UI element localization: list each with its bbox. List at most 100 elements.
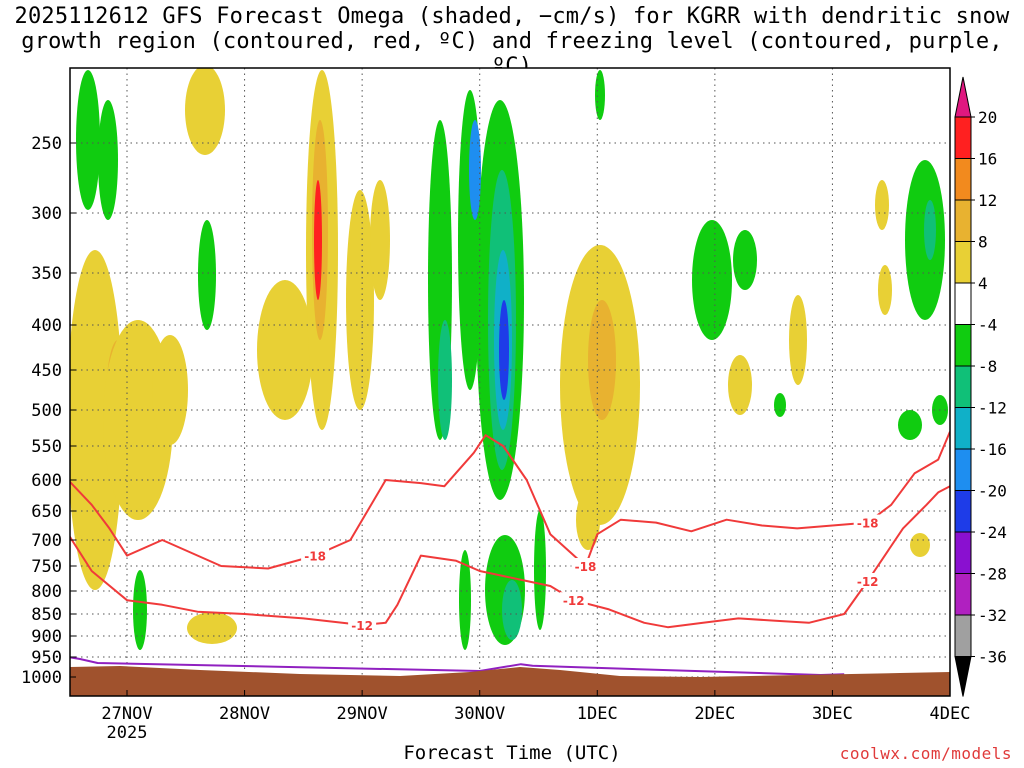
colorbar-label: 20	[978, 108, 997, 127]
plot-frame	[69, 67, 951, 697]
colorbar-swatch	[954, 448, 972, 491]
omega-blob	[198, 220, 216, 330]
omega-blob	[774, 393, 786, 417]
omega-blob	[133, 570, 147, 650]
x-tick-label: 1DEC	[577, 704, 618, 724]
colorbar-label: 8	[978, 233, 988, 252]
x-tick-label: 4DEC	[930, 704, 971, 724]
omega-blob	[898, 410, 922, 440]
chart-title-line1: 2025112612 GFS Forecast Omega (shaded, −…	[14, 4, 1010, 29]
contour-label: -18	[857, 517, 879, 531]
colorbar-swatch	[954, 158, 972, 201]
contour-dgz-12	[70, 485, 950, 629]
omega-blob	[576, 490, 600, 550]
colorbar-label: -24	[978, 523, 1007, 542]
y-tick-label: 500	[31, 401, 62, 421]
omega-blob	[185, 68, 225, 155]
colorbar-swatch	[954, 490, 972, 533]
omega-blob	[875, 180, 889, 230]
contour-label-bg	[571, 558, 600, 573]
contour-label-bg	[853, 573, 882, 588]
x-year-label: 2025	[107, 723, 148, 743]
omega-blob	[588, 300, 616, 420]
contour-label-bg	[853, 514, 882, 530]
omega-blob	[924, 200, 936, 260]
y-tick-label: 850	[31, 605, 62, 625]
omega-shading-layer	[70, 68, 948, 650]
omega-blob	[789, 295, 807, 385]
colorbar-bottom-arrow	[954, 656, 972, 697]
colorbar-label: 4	[978, 274, 988, 293]
colorbar-swatch	[954, 241, 972, 284]
terrain-surface	[70, 666, 950, 696]
contour-label: -18	[575, 560, 597, 574]
colorbar-label: -32	[978, 606, 1007, 625]
omega-blob	[187, 612, 237, 644]
colorbar-top-arrow	[954, 76, 972, 118]
omega-blob	[70, 250, 123, 590]
contour-label-bg	[301, 547, 330, 563]
y-tick-label: 700	[31, 531, 62, 551]
colorbar-label: -28	[978, 565, 1007, 584]
y-tick-label: 400	[31, 316, 62, 336]
colorbar-swatch	[954, 573, 972, 616]
omega-blob	[314, 180, 322, 300]
x-tick-label: 29NOV	[337, 704, 388, 724]
contour-label: -12	[563, 594, 585, 608]
colorbar-label: -8	[978, 357, 997, 376]
colorbar-label: 12	[978, 191, 997, 210]
omega-blob	[878, 265, 892, 315]
colorbar-label: -20	[978, 482, 1007, 501]
y-tick-label: 250	[31, 134, 62, 154]
contour-label: -12	[857, 575, 879, 589]
colorbar-swatch	[954, 324, 972, 367]
omega-blob	[733, 230, 757, 290]
omega-blob	[459, 550, 471, 650]
colorbar-swatch	[954, 116, 972, 159]
x-tick-label: 30NOV	[454, 704, 505, 724]
y-tick-label: 1000	[21, 668, 62, 688]
omega-blob	[370, 180, 390, 300]
contour-layer: -18 -18 -18 -12 -12 -12	[70, 431, 950, 676]
y-tick-label: 300	[31, 204, 62, 224]
omega-blob	[469, 120, 481, 220]
contour-dgz-18	[70, 431, 950, 570]
colorbar-swatch	[954, 614, 972, 657]
contour-label: -18	[304, 550, 326, 564]
omega-blob	[257, 280, 313, 420]
omega-blob	[534, 510, 546, 630]
contour-label-bg	[348, 617, 377, 632]
omega-blob	[499, 300, 509, 400]
contour-freezing-0	[70, 656, 845, 676]
colorbar-swatch	[954, 199, 972, 242]
y-tick-label: 650	[31, 502, 62, 522]
y-tick-label: 450	[31, 361, 62, 381]
x-tick-label: 27NOV	[101, 704, 152, 724]
x-tick-label: 2DEC	[694, 704, 735, 724]
y-tick-label: 950	[31, 648, 62, 668]
omega-blob	[692, 220, 732, 340]
colorbar-label: -12	[978, 399, 1007, 418]
omega-blob	[152, 335, 188, 445]
colorbar-label: -4	[978, 316, 997, 335]
y-tick-label: 350	[31, 264, 62, 284]
x-axis: 27NOV 28NOV 29NOV 30NOV 1DEC 2DEC 3DEC 4DEC 2025	[101, 690, 970, 743]
colorbar-swatch	[954, 365, 972, 408]
omega-blob	[98, 100, 118, 220]
colorbar-label: -16	[978, 440, 1007, 459]
contour-label-bg	[559, 592, 588, 608]
credit-link[interactable]: coolwx.com/models	[839, 744, 1012, 763]
omega-blob	[438, 320, 452, 440]
y-tick-label: 900	[31, 627, 62, 647]
omega-blob	[502, 580, 522, 640]
omega-blob	[728, 355, 752, 415]
colorbar-label: 16	[978, 150, 997, 169]
contour-label: -12	[351, 619, 373, 633]
y-tick-label: 550	[31, 437, 62, 457]
omega-blob	[910, 533, 930, 557]
y-tick-label: 750	[31, 557, 62, 577]
y-axis: 2503003504004505005506006507007508008509…	[21, 134, 76, 688]
x-tick-label: 3DEC	[812, 704, 853, 724]
y-tick-label: 800	[31, 582, 62, 602]
